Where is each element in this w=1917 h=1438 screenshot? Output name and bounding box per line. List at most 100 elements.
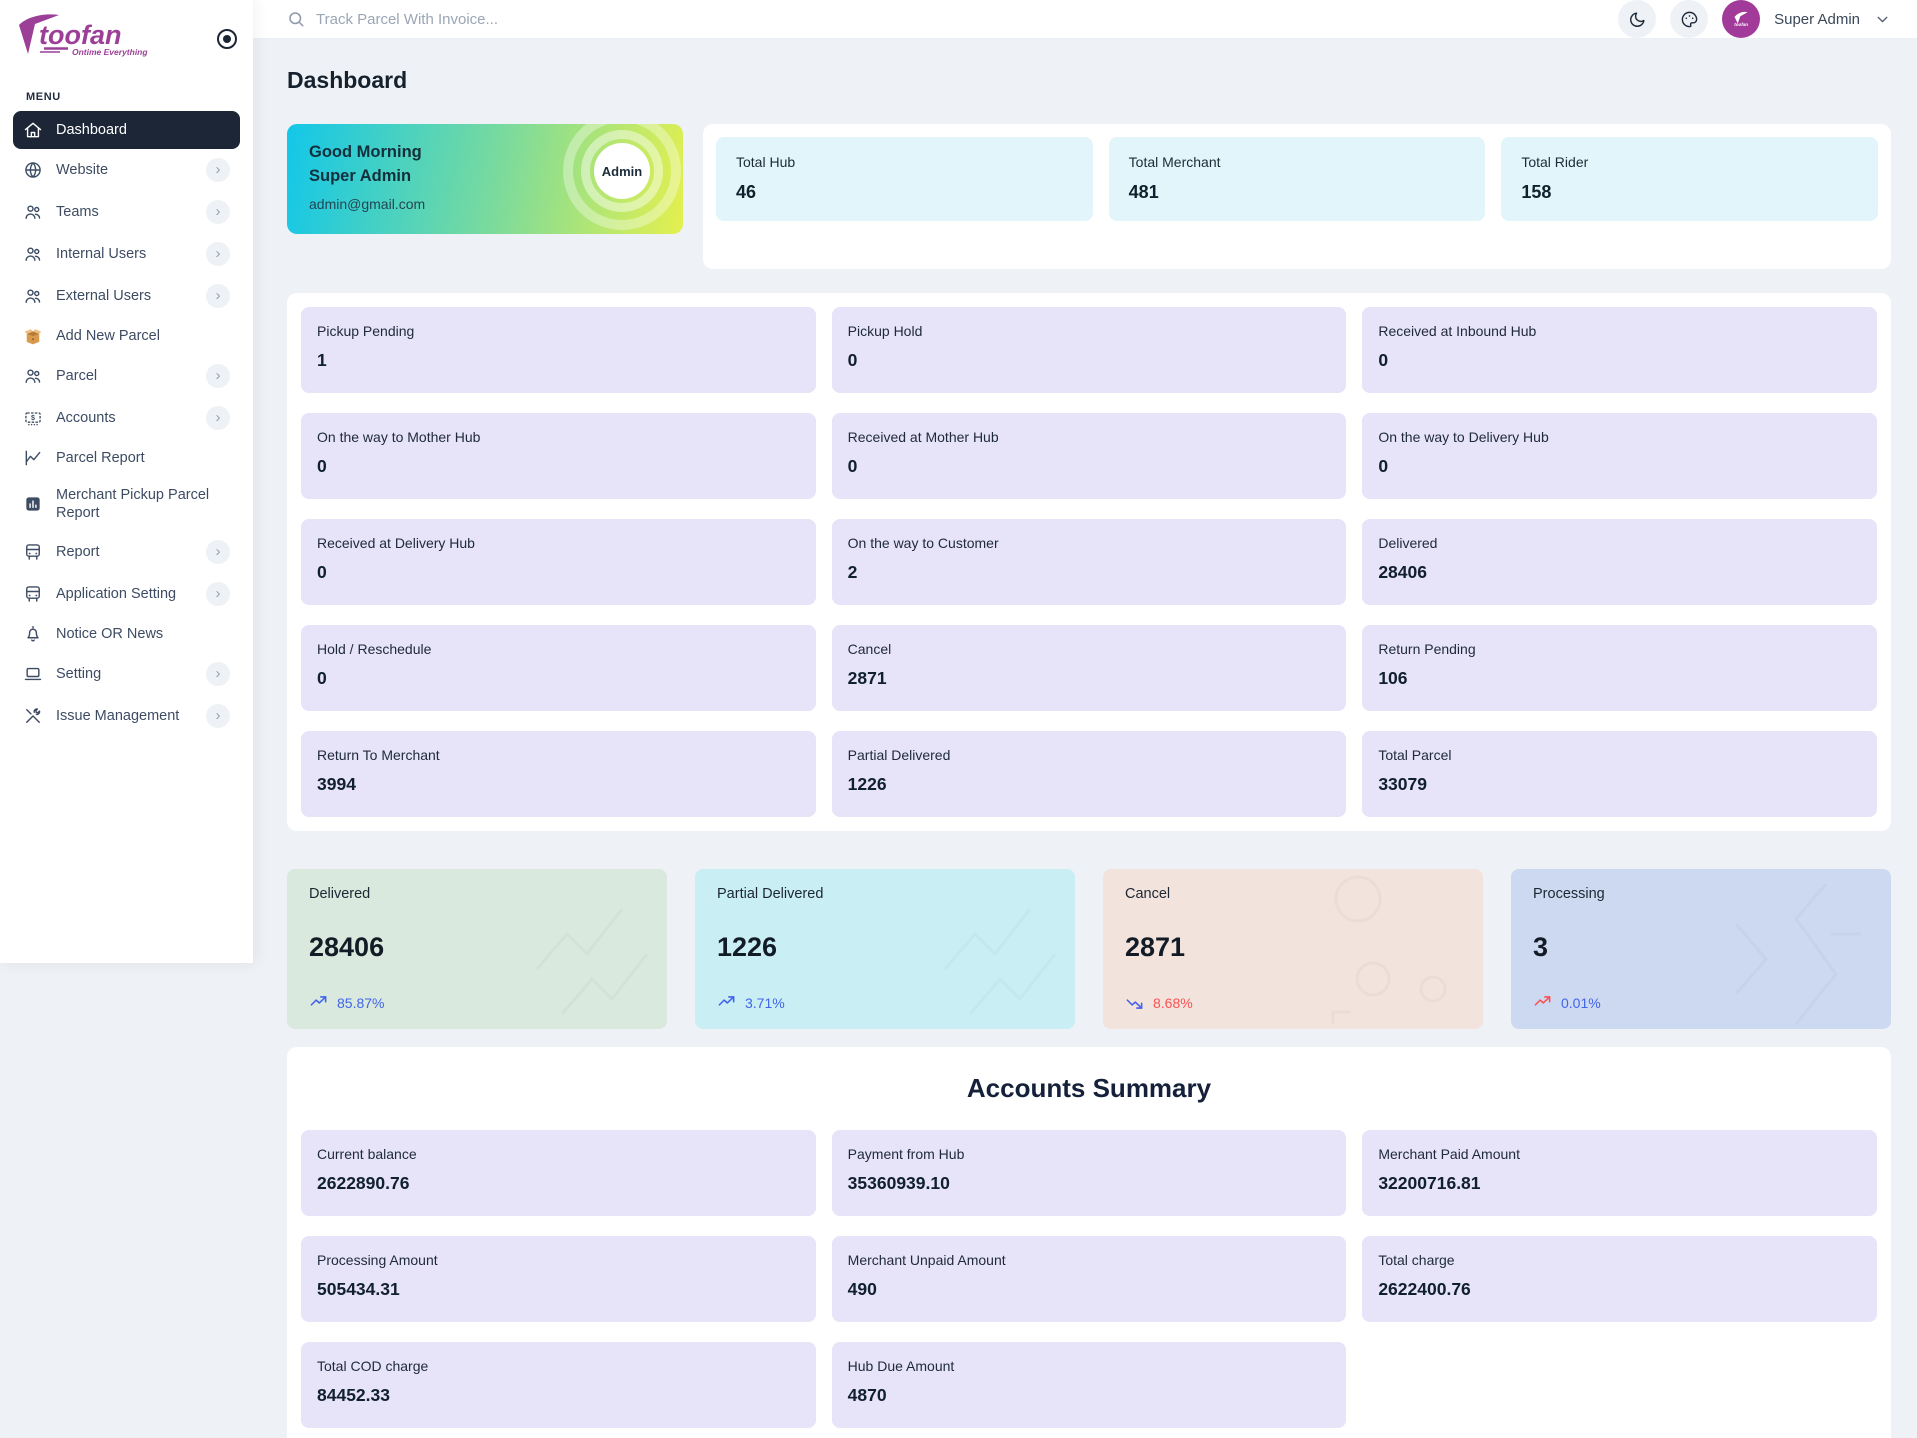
user-name[interactable]: Super Admin — [1774, 10, 1860, 28]
card-label: Pickup Hold — [847, 323, 923, 339]
card-label: Payment from Hub — [847, 1146, 965, 1162]
sidebar-item-report[interactable]: Report › — [13, 531, 240, 573]
globe-icon — [23, 160, 43, 180]
trending-down-icon — [1125, 993, 1144, 1012]
card-label: Total Hub — [736, 154, 796, 170]
card-value: 0 — [317, 668, 327, 688]
card-value: 1226 — [717, 932, 778, 962]
totals-panel: Total Hub 46 Total Merchant 481 Total Ri… — [703, 124, 1891, 269]
account-card-processing-amount: Processing Amount 505434.31 — [301, 1236, 816, 1322]
sidebar-item-label: External Users — [56, 287, 152, 304]
page-content: Dashboard Good Morning Super Admin admin… — [253, 39, 1917, 1438]
card-label: On the way to Mother Hub — [317, 429, 481, 445]
sidebar-item-external-users[interactable]: External Users › — [13, 275, 240, 317]
card-label: Received at Mother Hub — [847, 429, 999, 445]
avatar-brand-text: toofan — [1734, 22, 1748, 27]
card-value: 84452.33 — [317, 1385, 390, 1405]
status-card-pickup-pending: Pickup Pending 1 — [301, 307, 816, 393]
sidebar-item-website[interactable]: Website › — [13, 149, 240, 191]
sidebar-collapse-toggle-icon[interactable] — [217, 28, 237, 49]
status-card-received-inbound-hub: Received at Inbound Hub 0 — [1362, 307, 1877, 393]
chevron-right-icon[interactable]: › — [206, 284, 230, 308]
card-value: 32200716.81 — [1378, 1173, 1481, 1193]
status-card-return-pending: Return Pending 106 — [1362, 625, 1877, 711]
sidebar-item-internal-users[interactable]: Internal Users › — [13, 233, 240, 275]
chevron-right-icon[interactable]: › — [206, 582, 230, 607]
sidebar-item-add-new-parcel[interactable]: Add New Parcel — [13, 317, 240, 355]
card-label: Delivered — [309, 886, 371, 902]
account-card-hub-due-amount: Hub Due Amount 4870 — [831, 1342, 1347, 1428]
card-value: 4870 — [847, 1385, 887, 1405]
svg-text:$: $ — [31, 414, 35, 422]
trending-up-icon — [1533, 993, 1552, 1012]
summary-cards-row: Delivered 28406 85.87% — [287, 869, 1891, 1029]
users-icon — [23, 286, 43, 306]
chevron-right-icon[interactable]: › — [206, 662, 230, 687]
search-input[interactable] — [316, 10, 746, 28]
chevron-right-icon[interactable]: › — [206, 704, 230, 729]
card-label: Processing Amount — [317, 1252, 438, 1268]
sidebar-item-teams[interactable]: Teams › — [13, 191, 240, 233]
card-value: 35360939.10 — [847, 1173, 950, 1193]
sidebar-item-label: Parcel — [56, 367, 98, 384]
sidebar-item-application-setting[interactable]: Application Setting › — [13, 573, 240, 615]
trending-up-icon — [717, 993, 736, 1012]
chevron-right-icon[interactable]: › — [206, 242, 230, 266]
status-card-on-way-customer: On the way to Customer 2 — [831, 519, 1347, 605]
card-value: 0 — [1378, 456, 1389, 476]
card-label: Total charge — [1378, 1252, 1455, 1268]
total-hub-card: Total Hub 46 — [716, 137, 1093, 221]
palette-icon — [1680, 10, 1699, 29]
sidebar-item-parcel[interactable]: Parcel › — [13, 355, 240, 397]
cash-icon: $ — [23, 408, 43, 428]
card-value: 0 — [317, 456, 327, 476]
sidebar-item-setting[interactable]: Setting › — [13, 653, 240, 695]
card-value: 46 — [736, 182, 757, 202]
status-card-total-parcel: Total Parcel 33079 — [1362, 731, 1877, 817]
home-icon — [23, 120, 43, 140]
status-card-pickup-hold: Pickup Hold 0 — [831, 307, 1347, 393]
card-value: 0 — [847, 350, 858, 370]
sidebar-item-parcel-report[interactable]: Parcel Report — [13, 439, 240, 477]
card-label: Merchant Paid Amount — [1378, 1146, 1520, 1162]
parcel-search — [287, 10, 1618, 28]
parcel-box-icon — [23, 326, 43, 346]
sidebar-item-label: Parcel Report — [56, 449, 145, 466]
account-card-current-balance: Current balance 2622890.76 — [301, 1130, 816, 1216]
card-value: 0 — [847, 456, 858, 476]
sidebar-item-notice-or-news[interactable]: Notice OR News — [13, 615, 240, 653]
chevron-right-icon[interactable]: › — [206, 406, 230, 430]
card-value: 505434.31 — [317, 1279, 400, 1299]
chevron-down-icon[interactable] — [1874, 11, 1891, 28]
chevron-right-icon[interactable]: › — [206, 364, 230, 388]
sidebar-item-accounts[interactable]: $ Accounts › — [13, 397, 240, 439]
status-card-hold-reschedule: Hold / Reschedule 0 — [301, 625, 816, 711]
status-card-on-way-delivery-hub: On the way to Delivery Hub 0 — [1362, 413, 1877, 499]
summary-card-cancel: Cancel 2871 8.68% — [1103, 869, 1483, 1029]
sidebar-item-label: Internal Users — [56, 245, 147, 262]
sidebar-header: toofan Ontime Everything — [0, 0, 253, 71]
sidebar-item-issue-management[interactable]: Issue Management › — [13, 695, 240, 737]
avatar[interactable]: toofan — [1722, 0, 1761, 38]
card-label: Cancel — [1125, 886, 1171, 902]
brand-logo[interactable]: toofan Ontime Everything — [14, 12, 172, 65]
card-value: 0 — [1378, 350, 1389, 370]
theme-palette-button[interactable] — [1670, 0, 1709, 38]
chevron-right-icon[interactable]: › — [206, 540, 230, 565]
account-card-total-charge: Total charge 2622400.76 — [1362, 1236, 1877, 1322]
sidebar-item-label: Teams — [56, 203, 99, 220]
logo-swoosh — [19, 14, 59, 55]
trend-percent: 0.01% — [1561, 994, 1601, 1011]
sidebar-item-label: Accounts — [56, 409, 116, 426]
sidebar: toofan Ontime Everything MENU Dashboard — [0, 0, 253, 963]
dark-mode-button[interactable] — [1618, 0, 1657, 38]
status-card-partial-delivered: Partial Delivered 1226 — [831, 731, 1347, 817]
card-label: Received at Inbound Hub — [1378, 323, 1537, 339]
sidebar-item-dashboard[interactable]: Dashboard — [13, 111, 240, 149]
chevron-right-icon[interactable]: › — [206, 200, 230, 224]
chevron-right-icon[interactable]: › — [206, 158, 230, 182]
page-title: Dashboard — [287, 67, 408, 93]
card-value: 2 — [847, 562, 858, 582]
sidebar-item-merchant-pickup-parcel-report[interactable]: Merchant Pickup Parcel Report — [13, 477, 240, 531]
